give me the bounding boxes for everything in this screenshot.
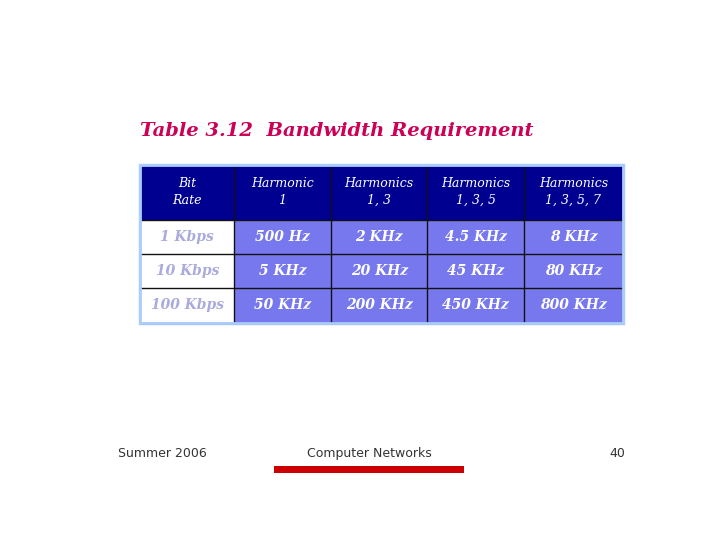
Bar: [234, 254, 331, 288]
Bar: [428, 220, 524, 254]
Text: 2 KHz: 2 KHz: [356, 230, 403, 244]
Text: 80 KHz: 80 KHz: [545, 264, 602, 278]
Text: Table 3.12  Bandwidth Requirement: Table 3.12 Bandwidth Requirement: [140, 122, 534, 140]
Text: Computer Networks: Computer Networks: [307, 447, 431, 460]
Bar: [524, 288, 623, 322]
Bar: [428, 254, 524, 288]
Bar: [234, 220, 331, 254]
Text: 100 Kbps: 100 Kbps: [150, 299, 224, 313]
Text: 500 Hz: 500 Hz: [255, 230, 310, 244]
Text: Summer 2006: Summer 2006: [118, 447, 207, 460]
Bar: [524, 220, 623, 254]
Text: 45 KHz: 45 KHz: [447, 264, 504, 278]
Text: 40: 40: [610, 447, 626, 460]
Bar: [331, 220, 428, 254]
Bar: [428, 288, 524, 322]
Bar: [234, 288, 331, 322]
Text: 5 KHz: 5 KHz: [259, 264, 306, 278]
Bar: [140, 288, 234, 322]
Bar: [140, 254, 234, 288]
Bar: [140, 220, 234, 254]
Bar: [274, 465, 464, 473]
Text: 50 KHz: 50 KHz: [254, 299, 311, 313]
Text: 200 KHz: 200 KHz: [346, 299, 413, 313]
Text: Harmonics
1, 3, 5: Harmonics 1, 3, 5: [441, 177, 510, 207]
Bar: [524, 254, 623, 288]
Text: 800 KHz: 800 KHz: [540, 299, 607, 313]
Text: 1 Kbps: 1 Kbps: [161, 230, 214, 244]
Text: 4.5 KHz: 4.5 KHz: [445, 230, 507, 244]
Bar: [331, 288, 428, 322]
Text: Harmonics
1, 3, 5, 7: Harmonics 1, 3, 5, 7: [539, 177, 608, 207]
Text: 10 Kbps: 10 Kbps: [156, 264, 219, 278]
Text: Harmonic
1: Harmonic 1: [251, 177, 314, 207]
Text: 450 KHz: 450 KHz: [442, 299, 509, 313]
Text: Harmonics
1, 3: Harmonics 1, 3: [345, 177, 414, 207]
Text: 20 KHz: 20 KHz: [351, 264, 408, 278]
Text: 8 KHz: 8 KHz: [549, 230, 597, 244]
Text: Bit
Rate: Bit Rate: [173, 177, 202, 207]
Bar: [331, 254, 428, 288]
